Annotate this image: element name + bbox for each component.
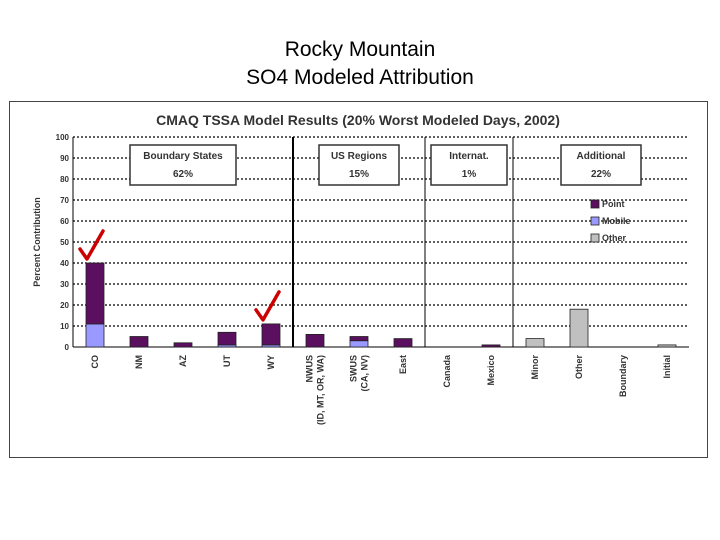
legend-swatch: [590, 199, 600, 209]
x-tick-label: AZ: [178, 355, 188, 367]
x-tick-label-line: (ID, MT, OR, WA): [316, 355, 326, 425]
y-tick-label: 10: [60, 322, 69, 331]
x-tick-label: CO: [90, 355, 100, 369]
x-tick-label-line: SWUS: [349, 355, 359, 382]
group-box-label: US Regions: [331, 151, 388, 162]
y-tick-label: 40: [60, 259, 69, 268]
group-box-value: 15%: [349, 169, 369, 180]
bar-other: [569, 308, 589, 348]
legend-swatch: [590, 233, 600, 243]
x-tick-label-line: WY: [266, 355, 276, 370]
x-tick-label: Mexico: [486, 355, 496, 386]
x-tick-label: Minor: [530, 355, 540, 380]
bar-mobile: [349, 340, 369, 348]
group-box-label: Internat.: [449, 151, 489, 162]
x-tick-label: Canada: [442, 354, 452, 388]
group-box-value: 22%: [591, 169, 611, 180]
group-box: [430, 144, 508, 186]
legend-label: Other: [602, 233, 627, 243]
bar-point: [85, 262, 105, 325]
x-tick-label: Initial: [662, 355, 672, 379]
bar-mobile: [85, 323, 105, 348]
bar-point: [305, 333, 325, 348]
x-tick-label-line: Initial: [662, 355, 672, 379]
x-tick-label: Boundary: [618, 355, 628, 397]
x-tick-label-line: (CA, NV): [360, 355, 370, 392]
slide-title-line-1: Rocky Mountain: [284, 38, 436, 61]
bar-point: [481, 344, 501, 348]
bar-point: [393, 338, 413, 348]
slide-title-line-2: SO4 Modeled Attribution: [246, 66, 474, 89]
x-tick-label: SWUS(CA, NV): [349, 355, 370, 392]
legend-label: Point: [602, 199, 625, 209]
bar-other: [525, 338, 545, 348]
x-tick-label-line: Mexico: [486, 355, 496, 386]
chart-frame: CMAQ TSSA Model Results (20% Worst Model…: [9, 101, 708, 458]
y-tick-label: 0: [65, 343, 70, 352]
y-tick-label: 20: [60, 301, 69, 310]
x-tick-label: NM: [134, 355, 144, 369]
bar-point: [129, 336, 149, 348]
check-mark-icon: [254, 290, 281, 322]
x-tick-label-line: AZ: [178, 355, 188, 367]
x-tick-label: NWUS(ID, MT, OR, WA): [305, 355, 326, 425]
x-tick-label-line: CO: [90, 355, 100, 369]
x-tick-label-line: Other: [574, 355, 584, 380]
y-axis-label: Percent Contribution: [32, 197, 42, 287]
group-box: [560, 144, 642, 186]
group-box-label: Boundary States: [143, 151, 223, 162]
y-tick-label: 30: [60, 280, 69, 289]
group-box: [318, 144, 400, 186]
y-tick-label: 50: [60, 238, 69, 247]
x-tick-label: WY: [266, 355, 276, 370]
check-mark-icon: [78, 229, 105, 261]
y-tick-label: 80: [60, 175, 69, 184]
bar-point: [261, 323, 281, 346]
y-tick-label: 100: [56, 133, 70, 142]
x-tick-label-line: UT: [222, 355, 232, 367]
x-tick-label: East: [398, 355, 408, 374]
y-tick-label: 60: [60, 217, 69, 226]
group-box-label: Additional: [577, 151, 626, 162]
x-tick-label-line: Canada: [442, 354, 452, 388]
bar-point: [217, 331, 237, 346]
bar-point: [349, 336, 369, 342]
chart-title: CMAQ TSSA Model Results (20% Worst Model…: [156, 112, 560, 128]
x-tick-label-line: NWUS: [305, 355, 315, 383]
x-tick-label-line: Boundary: [618, 355, 628, 397]
bar-point: [173, 342, 193, 348]
legend-label: Mobile: [602, 216, 631, 226]
x-tick-label-line: Minor: [530, 355, 540, 380]
y-tick-label: 70: [60, 196, 69, 205]
group-box-value: 1%: [462, 169, 477, 180]
y-tick-label: 90: [60, 154, 69, 163]
group-box-value: 62%: [173, 169, 193, 180]
chart-svg: CMAQ TSSA Model Results (20% Worst Model…: [32, 112, 689, 425]
group-box: [129, 144, 237, 186]
legend-swatch: [590, 216, 600, 226]
x-tick-label-line: East: [398, 355, 408, 374]
x-tick-label: UT: [222, 355, 232, 367]
bar-other: [657, 344, 677, 348]
x-tick-label-line: NM: [134, 355, 144, 369]
x-tick-label: Other: [574, 355, 584, 380]
